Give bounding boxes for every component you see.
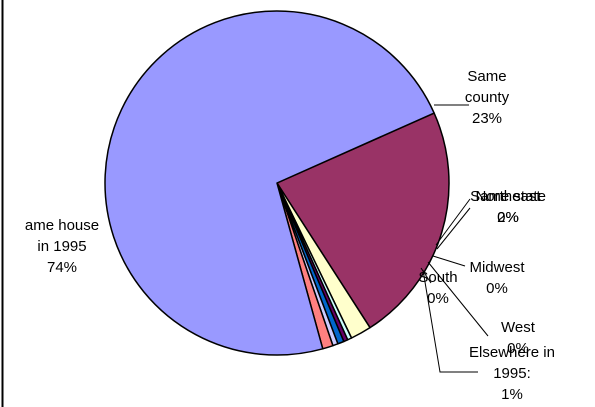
label-line-west-1: West [501, 319, 536, 336]
label-line-same-county-1: Same [467, 68, 506, 85]
label-south: South 0% [418, 269, 457, 307]
label-line-same-house-in-1995-3: 74% [47, 259, 77, 276]
slice-same-house-in-1995 [104, 10, 435, 356]
label-line-same-county-2: county [465, 89, 510, 106]
leader-line-midwest [432, 255, 466, 267]
leader-line-northeast [436, 207, 471, 250]
label-line-northeast-2: 0% [497, 209, 519, 226]
label-line-same-state-2: 2% [497, 209, 519, 226]
label-line-elsewhere-in-1995-1: Elsewhere in [469, 344, 555, 361]
label-same-house-in-1995: ame house in 1995 74% [25, 217, 99, 276]
label-same-state: Same state 2% [470, 188, 546, 226]
label-line-midwest-1: Midwest [469, 259, 525, 276]
label-elsewhere-in-1995: Elsewhere in 1995: 1% [469, 344, 555, 403]
slice-labels: ame house in 1995 74% Same county 23% Same sta… [25, 68, 555, 403]
label-line-same-house-in-1995-2: in 1995 [37, 238, 86, 255]
label-line-elsewhere-in-1995-3: 1% [501, 386, 523, 403]
label-same-county: Same county 23% [465, 68, 510, 127]
label-line-elsewhere-in-1995-2: 1995: [493, 365, 531, 382]
label-line-same-county-3: 23% [472, 110, 502, 127]
label-northeast: Northeast 0% [475, 188, 541, 226]
leader-lines [420, 104, 489, 373]
leader-line-same-state [435, 198, 471, 246]
label-line-northeast-1: Northeast [475, 188, 541, 205]
label-line-west-2: 0% [507, 340, 529, 357]
label-midwest: Midwest 0% [469, 259, 525, 297]
slice-same-county [276, 112, 450, 329]
pie-slices [104, 10, 450, 356]
leader-line-west [427, 261, 489, 337]
label-line-same-state-1: Same state [470, 188, 546, 205]
label-line-south-1: South [418, 269, 457, 286]
label-line-midwest-2: 0% [486, 280, 508, 297]
label-west: West 0% [501, 319, 536, 357]
leader-line-elsewhere-in-1995 [422, 269, 478, 373]
label-line-same-house-in-1995-1: ame house [25, 217, 99, 234]
label-line-south-2: 0% [427, 290, 449, 307]
